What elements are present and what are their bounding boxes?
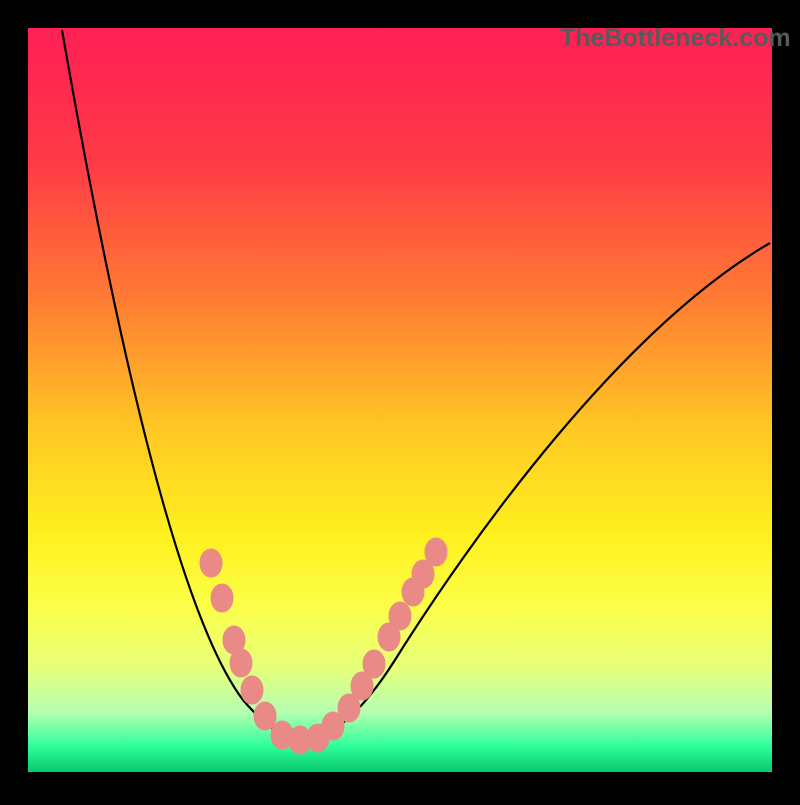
watermark-text: TheBottleneck.com xyxy=(560,24,791,53)
marker-point xyxy=(425,538,447,566)
marker-point xyxy=(200,549,222,577)
chart-svg xyxy=(0,0,800,800)
marker-point xyxy=(254,702,276,730)
plot-background xyxy=(28,28,772,772)
marker-point xyxy=(241,676,263,704)
marker-point xyxy=(230,649,252,677)
marker-point xyxy=(211,584,233,612)
marker-point xyxy=(389,602,411,630)
marker-point xyxy=(363,650,385,678)
chart-frame xyxy=(0,0,800,800)
